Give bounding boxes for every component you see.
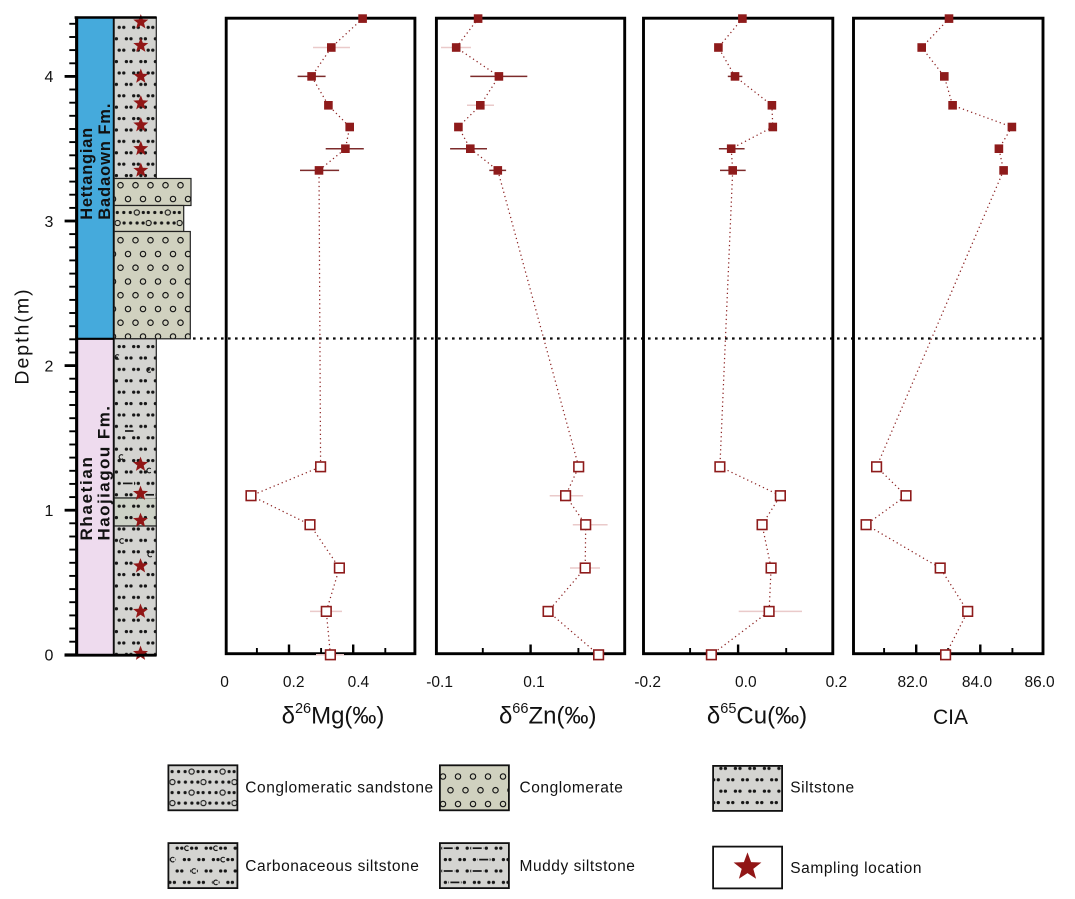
svg-text:Rhaetian: Rhaetian xyxy=(77,456,96,541)
svg-text:0.4: 0.4 xyxy=(348,674,370,691)
svg-text:0: 0 xyxy=(45,648,54,665)
svg-text:2: 2 xyxy=(45,358,54,375)
svg-text:Depth(m): Depth(m) xyxy=(12,287,34,384)
svg-text:0.2: 0.2 xyxy=(826,674,848,691)
svg-text:-0.2: -0.2 xyxy=(634,674,661,691)
svg-text:4: 4 xyxy=(45,69,54,86)
svg-text:Siltstone: Siltstone xyxy=(790,780,854,797)
svg-text:0.2: 0.2 xyxy=(283,674,305,691)
svg-text:Badaown Fm.: Badaown Fm. xyxy=(96,103,114,220)
svg-text:Conglomerate: Conglomerate xyxy=(520,780,624,797)
svg-text:δ66Zn(‰): δ66Zn(‰) xyxy=(499,701,597,730)
svg-text:3: 3 xyxy=(45,214,54,231)
svg-text:Muddy siltstone: Muddy siltstone xyxy=(520,858,636,875)
svg-text:Hettangian: Hettangian xyxy=(78,127,96,220)
svg-text:Sampling location: Sampling location xyxy=(790,860,922,877)
svg-text:0.0: 0.0 xyxy=(735,674,757,691)
svg-text:Carbonaceous siltstone: Carbonaceous siltstone xyxy=(245,858,419,875)
svg-text:86.0: 86.0 xyxy=(1025,674,1056,691)
svg-text:0.1: 0.1 xyxy=(523,674,545,691)
svg-text:Conglomeratic sandstone: Conglomeratic sandstone xyxy=(245,780,433,797)
svg-text:84.0: 84.0 xyxy=(962,674,993,691)
svg-text:CIA: CIA xyxy=(933,706,968,729)
svg-text:0: 0 xyxy=(220,674,229,691)
svg-text:Haojiagou Fm.: Haojiagou Fm. xyxy=(95,405,114,541)
svg-text:1: 1 xyxy=(45,503,54,520)
svg-text:82.0: 82.0 xyxy=(898,674,929,691)
svg-text:-0.1: -0.1 xyxy=(426,674,453,691)
